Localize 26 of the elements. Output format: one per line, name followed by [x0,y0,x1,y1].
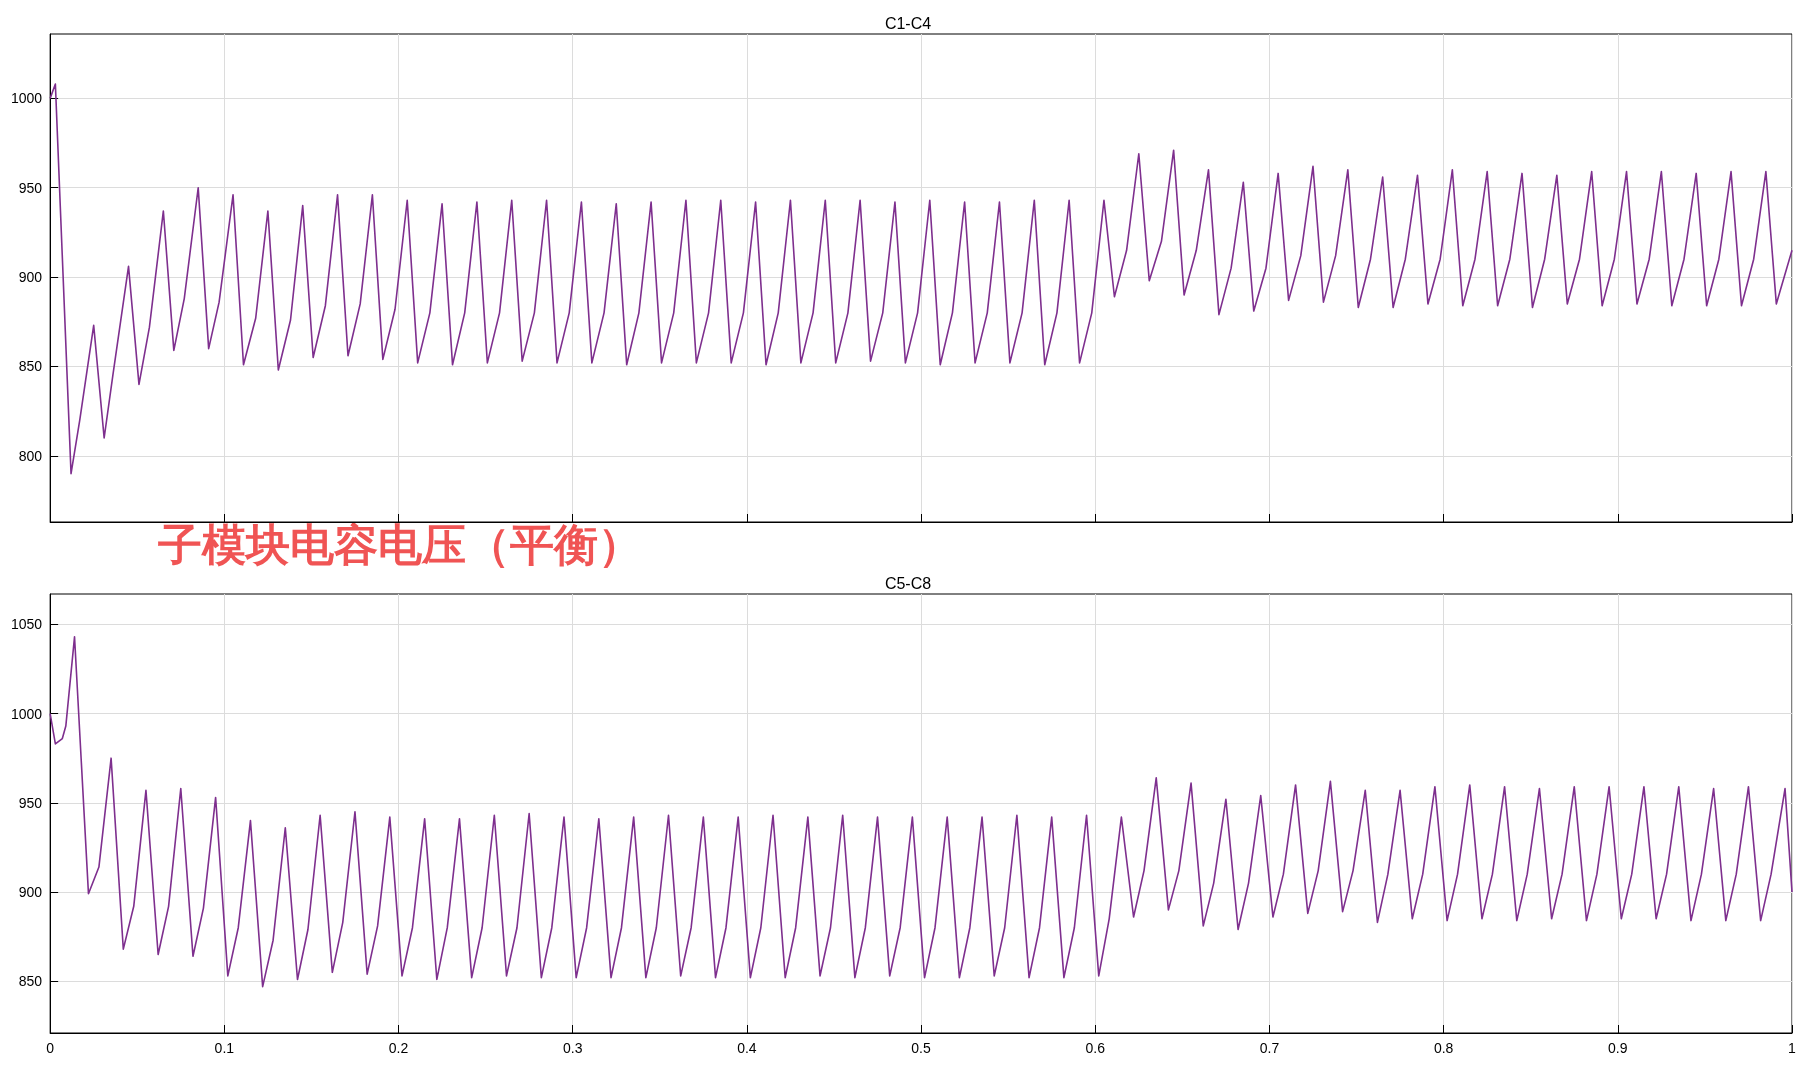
y-tick-label: 1000 [10,705,43,722]
x-tick-label: 0.6 [1085,1040,1106,1056]
x-tick-label: 0.8 [1433,1040,1454,1056]
chart-title: C5-C8 [884,574,932,592]
x-tick-label: 0.5 [911,1040,932,1056]
y-tick-label: 900 [18,269,43,286]
x-tick-label: 0.1 [214,1040,235,1056]
y-tick-label: 850 [18,358,43,375]
x-tick-label: 0.9 [1608,1040,1628,1056]
y-tick-label: 950 [18,179,43,196]
x-tick-label: 1 [1788,1040,1797,1056]
y-tick-label: 1000 [10,90,43,107]
y-tick-label: 900 [18,884,43,901]
x-tick-label: 0.3 [562,1040,583,1056]
y-tick-label: 800 [18,447,43,464]
x-tick-label: 0.4 [737,1040,757,1056]
x-tick-label: 0.2 [388,1040,409,1056]
x-tick-label: 0.7 [1259,1040,1280,1056]
chart-title: C1-C4 [884,14,932,32]
y-tick-label: 1050 [10,616,43,633]
line-series [49,636,1793,988]
y-tick-label: 850 [18,973,43,990]
x-tick-label: 0 [46,1040,55,1056]
line-series [49,83,1793,475]
annotation: 子模块电容电压（平衡） [158,518,642,570]
y-tick-label: 950 [18,794,43,811]
